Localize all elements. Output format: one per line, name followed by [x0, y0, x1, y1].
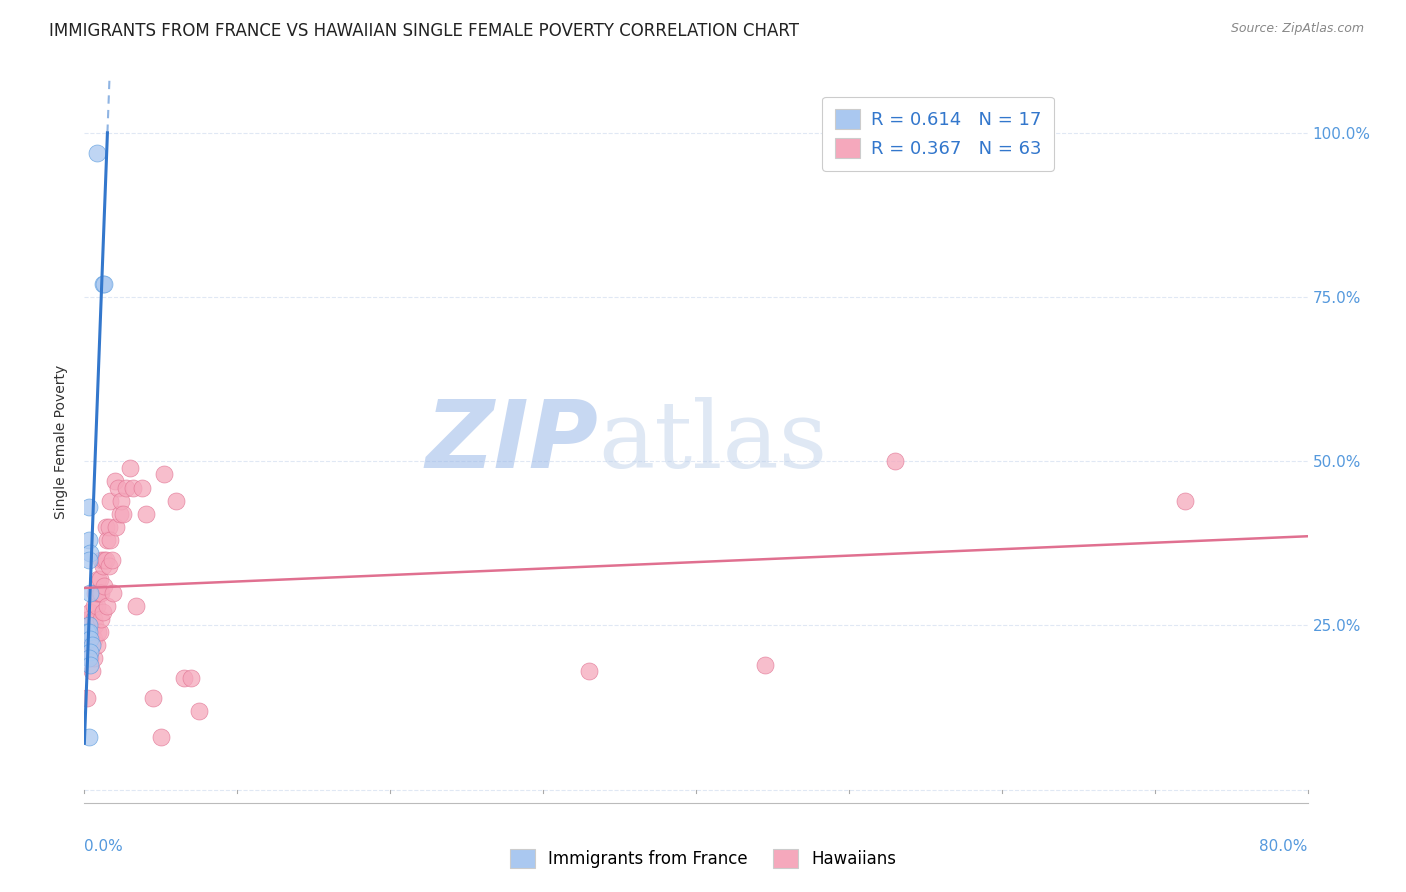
- Point: [131, 481, 153, 495]
- Point: [77, 625, 100, 640]
- Point: [79, 546, 101, 560]
- Point: [77, 651, 100, 665]
- Point: [135, 507, 157, 521]
- Point: [122, 481, 145, 495]
- Point: [80, 638, 103, 652]
- Point: [77, 612, 100, 626]
- Point: [101, 553, 124, 567]
- Point: [79, 645, 101, 659]
- Point: [142, 690, 165, 705]
- Point: [83, 599, 105, 613]
- Point: [103, 585, 125, 599]
- Point: [83, 612, 105, 626]
- Point: [80, 625, 103, 640]
- Point: [79, 657, 101, 672]
- Point: [87, 585, 110, 599]
- Point: [84, 618, 107, 632]
- Legend: R = 0.614   N = 17, R = 0.367   N = 63: R = 0.614 N = 17, R = 0.367 N = 63: [823, 96, 1054, 170]
- Point: [77, 638, 100, 652]
- Point: [94, 553, 117, 567]
- Point: [86, 145, 108, 160]
- Point: [111, 507, 134, 521]
- Point: [76, 625, 98, 640]
- Y-axis label: Single Female Poverty: Single Female Poverty: [55, 365, 69, 518]
- Point: [107, 481, 129, 495]
- Point: [108, 507, 131, 521]
- Point: [77, 533, 100, 547]
- Point: [80, 638, 103, 652]
- Point: [90, 612, 112, 626]
- Point: [90, 553, 112, 567]
- Point: [105, 520, 128, 534]
- Text: 0.0%: 0.0%: [84, 838, 124, 854]
- Point: [83, 651, 105, 665]
- Point: [180, 671, 202, 685]
- Point: [754, 657, 776, 672]
- Point: [1174, 493, 1197, 508]
- Point: [96, 599, 118, 613]
- Point: [79, 605, 101, 619]
- Point: [91, 559, 114, 574]
- Legend: Immigrants from France, Hawaiians: Immigrants from France, Hawaiians: [503, 843, 903, 875]
- Point: [79, 651, 101, 665]
- Point: [89, 585, 111, 599]
- Point: [79, 632, 101, 646]
- Point: [98, 533, 121, 547]
- Point: [149, 730, 172, 744]
- Point: [110, 493, 132, 508]
- Point: [578, 665, 600, 679]
- Point: [91, 277, 114, 291]
- Text: 80.0%: 80.0%: [1260, 838, 1308, 854]
- Point: [114, 481, 136, 495]
- Point: [91, 605, 114, 619]
- Point: [89, 573, 111, 587]
- Point: [80, 665, 103, 679]
- Point: [98, 493, 121, 508]
- Point: [83, 632, 105, 646]
- Point: [90, 585, 112, 599]
- Point: [87, 625, 110, 640]
- Point: [89, 625, 111, 640]
- Point: [93, 277, 115, 291]
- Point: [84, 585, 107, 599]
- Point: [188, 704, 211, 718]
- Point: [77, 500, 100, 515]
- Text: ZIP: ZIP: [425, 395, 598, 488]
- Text: Source: ZipAtlas.com: Source: ZipAtlas.com: [1230, 22, 1364, 36]
- Point: [96, 533, 118, 547]
- Point: [94, 520, 117, 534]
- Point: [173, 671, 195, 685]
- Point: [87, 573, 110, 587]
- Point: [77, 618, 100, 632]
- Point: [97, 520, 120, 534]
- Point: [883, 454, 905, 468]
- Point: [77, 730, 100, 744]
- Point: [104, 474, 127, 488]
- Text: IMMIGRANTS FROM FRANCE VS HAWAIIAN SINGLE FEMALE POVERTY CORRELATION CHART: IMMIGRANTS FROM FRANCE VS HAWAIIAN SINGL…: [49, 22, 799, 40]
- Point: [76, 690, 98, 705]
- Point: [97, 559, 120, 574]
- Point: [120, 460, 142, 475]
- Point: [165, 493, 187, 508]
- Point: [93, 579, 115, 593]
- Point: [125, 599, 148, 613]
- Point: [86, 638, 108, 652]
- Point: [93, 553, 115, 567]
- Point: [86, 599, 108, 613]
- Point: [86, 585, 108, 599]
- Text: atlas: atlas: [598, 397, 827, 486]
- Point: [153, 467, 176, 482]
- Point: [77, 553, 100, 567]
- Point: [79, 585, 101, 599]
